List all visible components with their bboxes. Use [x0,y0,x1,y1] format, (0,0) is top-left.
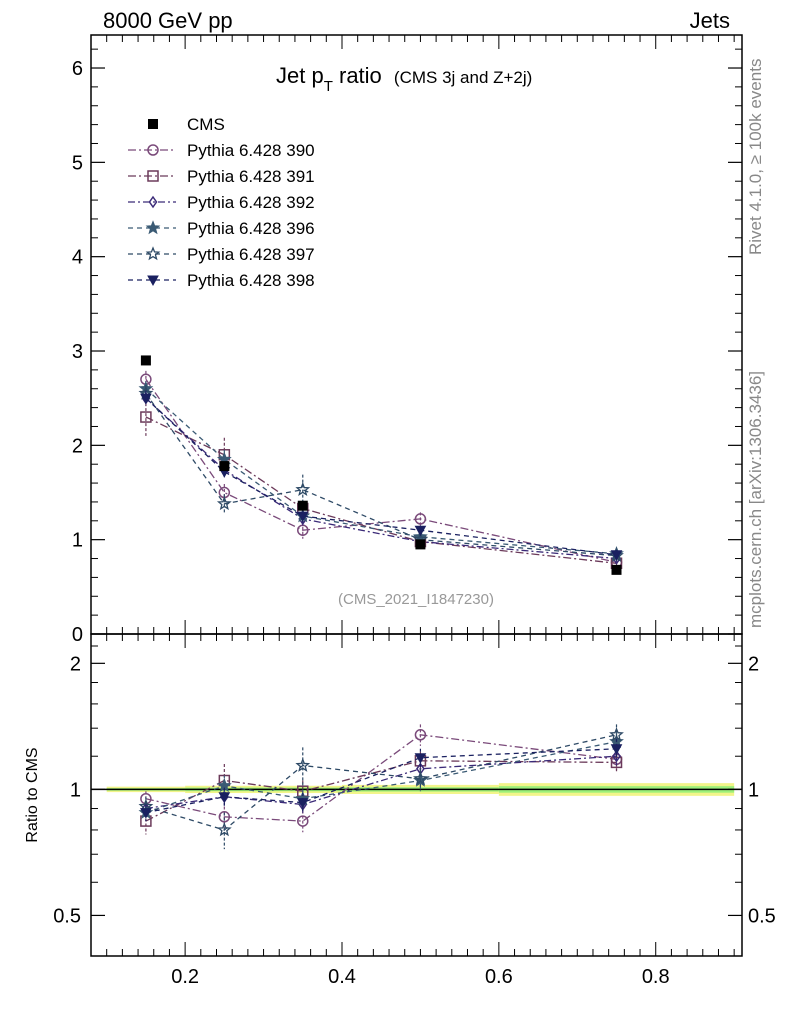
x-tick-labels: 0.2 0.4 0.6 0.8 [171,966,669,988]
ratio-point [296,798,309,809]
plot-title-small: (CMS 3j and Z+2j) [394,68,532,87]
ratio-series-group [138,724,624,850]
ratio-y-tick-label-right: 0.5 [748,905,776,927]
ratio-point [612,749,621,763]
ratio-point [413,771,428,786]
series-point [216,496,232,511]
legend-marker [147,275,159,287]
x-tick-label: 0.6 [485,966,513,988]
series-point [296,511,309,523]
ratio-point [414,729,427,741]
series-397 [138,384,624,562]
series-391 [140,398,623,570]
x-tick-label: 0.4 [328,966,356,988]
main-plot-panel: 0 1 2 3 4 5 6 Jet pT ratio (CMS 3j and Z+2j) (… [72,34,743,646]
main-series-group [138,355,624,575]
header-right-label: Jets [690,8,730,33]
series-point [140,411,152,423]
legend-label: Pythia 6.428 396 [187,219,315,238]
main-y-tick-label: 0 [72,624,83,646]
ratio-point [297,815,309,827]
series-point [610,550,623,561]
ratio-series-398 [140,738,623,822]
x-tick-label: 0.2 [171,966,199,988]
legend-marker-cms [148,119,158,129]
plot-title-subscript: T [324,78,333,95]
cms-data-point [297,500,308,511]
series-point [414,525,427,537]
ratio-point [295,757,311,772]
ratio-series-line [145,734,617,822]
cms-data-point [219,461,230,472]
main-y-tick-label: 1 [72,530,83,552]
ratio-point [218,792,231,803]
legend-label: Pythia 6.428 391 [187,167,315,186]
ratio-point [216,822,232,837]
ratio-plot-panel: 0.5 0.5 1 1 2 2 0.2 0.4 0.6 0.8 Ratio to CMS [24,633,776,988]
main-y-tick-label: 3 [72,341,83,363]
series-point [414,513,427,525]
plot-title-rest: ratio [333,63,382,88]
analysis-id-annotation: (CMS_2021_I1847230) [338,591,494,608]
legend-label: Pythia 6.428 398 [187,271,315,290]
x-tick-label: 0.8 [642,966,670,988]
legend-marker [145,246,161,261]
legend-marker [147,170,159,182]
ratio-series-line [145,734,617,831]
ratio-point [140,808,152,819]
ratio-axis-ticks [91,634,742,956]
main-y-tick-label: 4 [72,247,83,269]
series-line [145,393,617,557]
ratio-y-tick-label-left: 0.5 [53,905,81,927]
ratio-series-line [145,741,617,814]
ratio-y-tick-label-right: 1 [748,779,759,801]
main-y-tick-label: 2 [72,435,83,457]
series-cms-data [140,355,622,575]
ratio-plot-frame [90,633,743,957]
legend-label: Pythia 6.428 390 [187,141,315,160]
series-line [145,388,617,555]
header-left-label: 8000 GeV pp [103,8,233,33]
ratio-point [414,753,427,764]
legend-label-cms: CMS [187,115,225,134]
ratio-point [218,811,231,823]
cms-data-point [611,564,622,575]
ratio-series-line [145,755,617,810]
cms-data-point [415,539,426,550]
plot-title: Jet pT ratio (CMS 3j and Z+2j) [276,63,532,95]
rivet-version-label: Rivet 4.1.0, ≥ 100k events [746,59,765,255]
series-line [145,397,617,560]
series-390 [140,370,623,569]
cms-data-point [140,355,151,366]
series-line [145,378,617,563]
ratio-y-tick-labels: 0.5 0.5 1 1 2 2 [53,653,776,927]
ratio-y-axis-label: Ratio to CMS [24,747,41,842]
legend-label: Pythia 6.428 397 [187,245,315,264]
mcplots-label: mcplots.cern.ch [arXiv:1306.3436] [746,371,765,628]
legend-marker [148,195,158,209]
main-y-tick-label: 6 [72,58,83,80]
ratio-y-tick-label-right: 2 [748,653,759,675]
ratio-y-tick-label-left: 2 [70,653,81,675]
main-y-tick-labels: 0 1 2 3 4 5 6 [72,58,83,646]
series-point [140,393,152,405]
ratio-y-tick-label-left: 1 [70,779,81,801]
series-line [145,397,617,556]
ratio-series-396 [138,732,624,822]
legend-label: Pythia 6.428 392 [187,193,315,212]
series-point [295,481,311,496]
legend-marker [145,220,161,235]
main-axis-ticks [91,35,742,635]
ratio-series-392 [141,747,621,817]
ratio-point [609,727,624,742]
legend: CMS Pythia 6.428 390 Pythia 6.428 391 Pythi… [128,115,315,290]
ratio-point [610,744,623,755]
legend-marker [147,144,159,156]
main-y-tick-label: 5 [72,152,83,174]
plot-title-main: Jet p [276,63,324,88]
series-396 [138,380,624,561]
series-line [145,416,617,564]
ratio-series-390 [140,724,623,833]
